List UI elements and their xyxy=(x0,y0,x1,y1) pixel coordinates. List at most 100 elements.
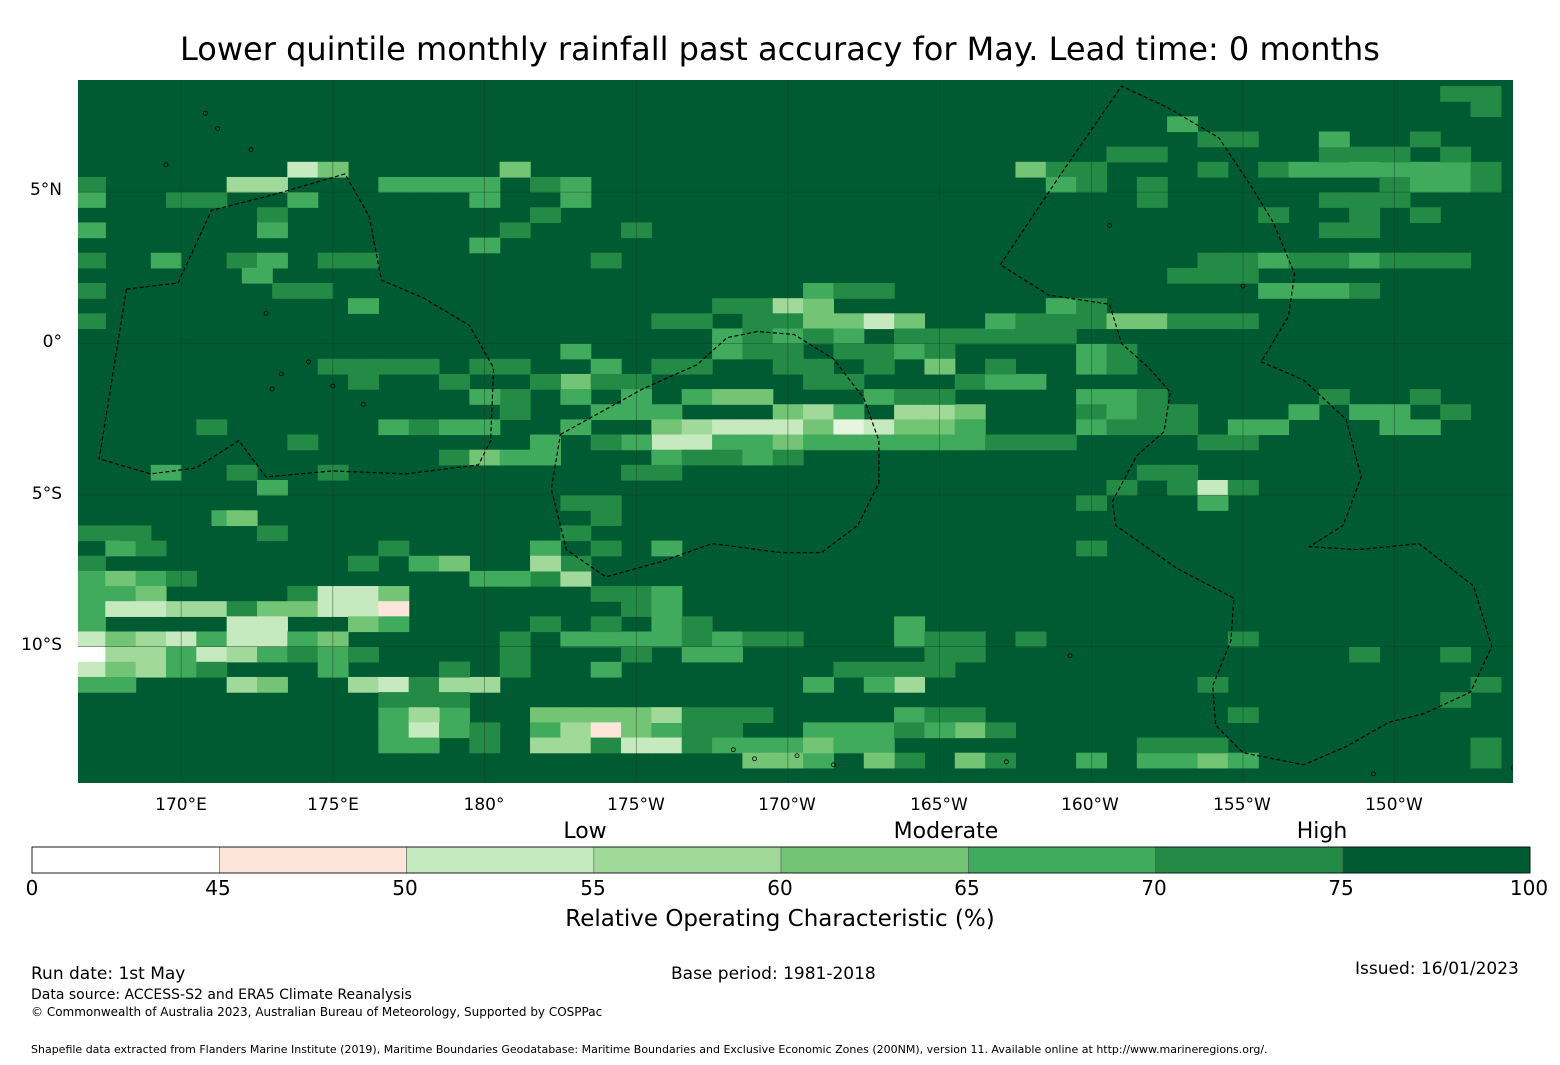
grid-cell xyxy=(378,692,410,708)
grid-cell xyxy=(954,722,986,739)
grid-cell xyxy=(530,207,561,224)
grid-cell xyxy=(1076,313,1108,330)
grid-cell xyxy=(378,676,410,693)
grid-cell xyxy=(894,404,926,420)
grid-cell xyxy=(863,343,895,360)
grid-cell xyxy=(378,586,410,602)
grid-cell xyxy=(378,707,410,723)
grid-cell xyxy=(863,419,895,436)
grid-cell xyxy=(378,722,410,739)
grid-cell xyxy=(742,298,774,314)
grid-cell xyxy=(621,646,652,663)
grid-cell xyxy=(742,434,774,451)
grid-cell xyxy=(1197,267,1229,284)
colorbar-tick-60: 60 xyxy=(767,876,793,900)
lon-tick-180: 180° xyxy=(463,795,505,815)
shapefile-credit: Shapefile data extracted from Flanders M… xyxy=(31,1043,1268,1056)
grid-cell xyxy=(1440,646,1472,663)
grid-cell xyxy=(1106,146,1138,163)
grid-cell xyxy=(196,192,228,208)
grid-cell xyxy=(439,555,470,572)
grid-cell xyxy=(590,616,622,633)
grid-cell xyxy=(712,343,744,360)
grid-cell xyxy=(1167,479,1199,496)
grid-cell xyxy=(772,737,804,754)
grid-cell xyxy=(1409,389,1441,405)
colorbar-bin xyxy=(780,846,969,874)
grid-cell xyxy=(378,176,410,193)
grid-cell xyxy=(499,631,531,648)
grid-cell xyxy=(803,313,835,330)
grid-cell xyxy=(530,722,561,739)
grid-cell xyxy=(1045,434,1077,451)
island-outline xyxy=(263,310,269,316)
grid-cell xyxy=(1076,404,1108,420)
grid-cell xyxy=(772,404,804,420)
colorbar-tick-0: 0 xyxy=(25,876,39,900)
grid-cell xyxy=(590,631,622,648)
grid-cell xyxy=(348,601,379,617)
grid-cell xyxy=(712,434,744,451)
base-period: Base period: 1981-2018 xyxy=(671,964,876,984)
grid-cell xyxy=(894,328,926,345)
grid-cell xyxy=(105,631,137,648)
colorbar-tick-50: 50 xyxy=(392,876,418,900)
colorbar-bin xyxy=(593,846,782,874)
grid-cell xyxy=(226,646,258,663)
grid-cell xyxy=(833,373,865,390)
grid-cell xyxy=(894,616,926,633)
lon-tick-160w: 160°W xyxy=(1061,795,1119,815)
grid-cell xyxy=(1440,161,1472,178)
grid-cell xyxy=(78,313,106,330)
grid-cell xyxy=(1136,737,1168,754)
grid-cell xyxy=(833,722,865,739)
grid-cell xyxy=(348,646,379,663)
grid-cell xyxy=(621,434,652,451)
grid-cell xyxy=(1076,540,1108,557)
grid-cell xyxy=(1197,161,1229,178)
grid-cell xyxy=(833,404,865,420)
grid-cell xyxy=(256,676,288,693)
grid-cell xyxy=(681,631,713,648)
island-outline xyxy=(306,359,311,365)
grid-cell xyxy=(1136,313,1168,330)
grid-cell xyxy=(256,252,288,269)
grid-cell xyxy=(348,555,379,572)
grid-cell xyxy=(560,570,592,587)
grid-cell xyxy=(803,752,835,769)
grid-cell xyxy=(499,389,531,405)
grid-cell xyxy=(499,358,531,375)
grid-cell xyxy=(1349,192,1381,208)
grid-cell xyxy=(287,586,319,602)
grid-cell xyxy=(78,570,106,587)
grid-cell xyxy=(954,434,986,451)
grid-cell xyxy=(863,313,895,330)
grid-cell xyxy=(1318,192,1350,208)
grid-cell xyxy=(833,313,865,330)
grid-cell xyxy=(560,343,592,360)
grid-cell xyxy=(621,707,652,723)
grid-cell xyxy=(1227,631,1259,648)
grid-cell xyxy=(742,328,774,345)
grid-cell xyxy=(590,495,622,511)
grid-cell xyxy=(226,601,258,617)
grid-cell xyxy=(1136,464,1168,481)
grid-cell xyxy=(408,555,440,572)
grid-cell xyxy=(1318,146,1350,163)
lat-tick-5n: 5°N xyxy=(29,180,62,200)
grid-cell xyxy=(894,631,926,648)
grid-cell xyxy=(833,434,865,451)
grid-cell xyxy=(1349,252,1381,269)
grid-cell xyxy=(621,737,652,754)
grid-cell xyxy=(590,707,622,723)
grid-cell xyxy=(348,676,379,693)
grid-cell xyxy=(772,313,804,330)
grid-cell xyxy=(772,419,804,436)
island-outline xyxy=(794,753,800,759)
grid-cell xyxy=(439,661,470,678)
colorbar-tick-55: 55 xyxy=(580,876,606,900)
grid-cell xyxy=(105,676,137,693)
grid-cell xyxy=(256,207,288,224)
grid-cell xyxy=(712,737,744,754)
grid-cell xyxy=(1227,707,1259,723)
